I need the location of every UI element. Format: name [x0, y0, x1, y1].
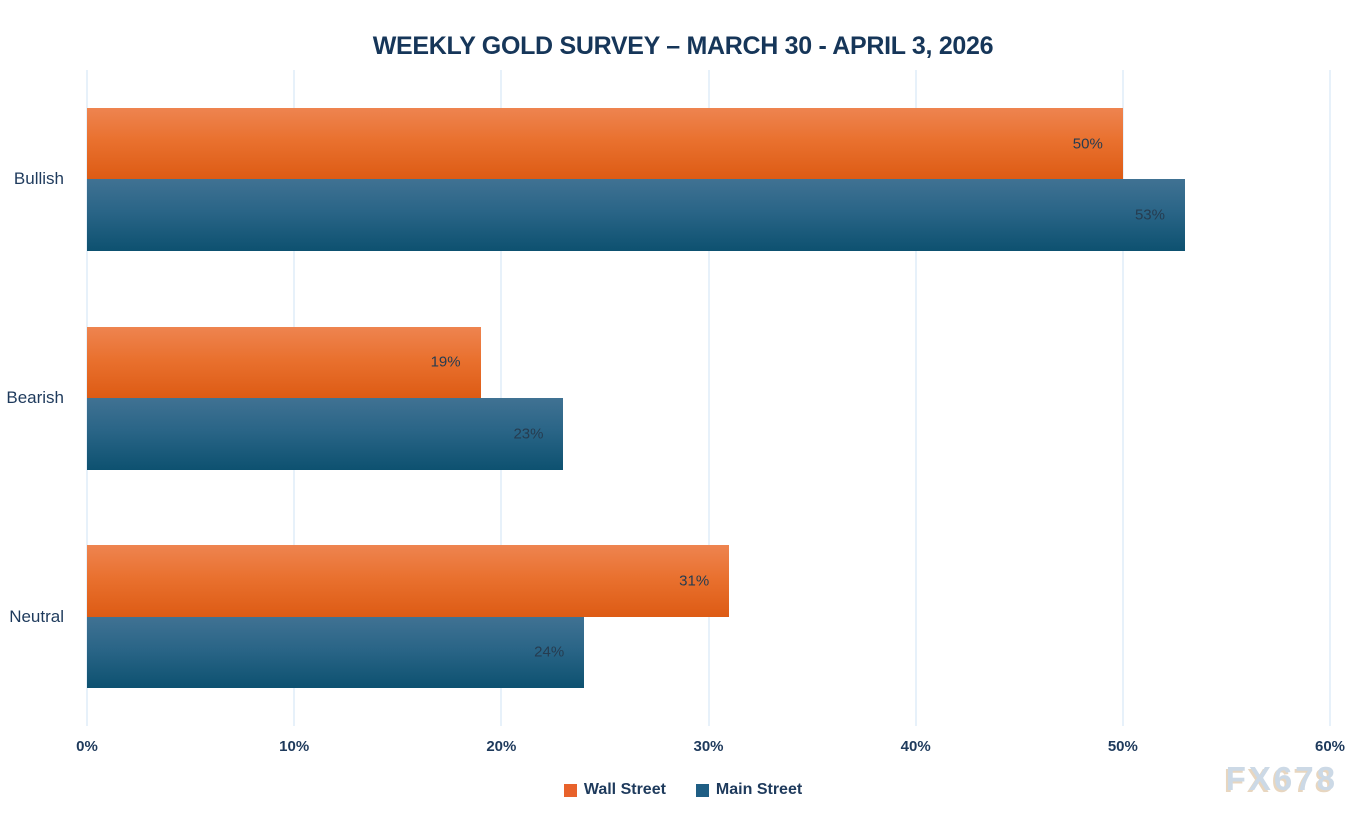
- bar-value-label: 50%: [1072, 135, 1103, 153]
- gridline: [915, 70, 917, 726]
- legend: Wall Street Main Street: [0, 781, 1366, 799]
- x-tick-label: 50%: [1107, 738, 1138, 755]
- legend-swatch-icon: [695, 783, 709, 797]
- legend-swatch-icon: [563, 783, 577, 797]
- x-tick-label: 40%: [900, 738, 931, 755]
- gridline: [1122, 70, 1124, 726]
- x-tick-label: 30%: [693, 738, 724, 755]
- bar-main-street-bullish: 53%: [87, 179, 1185, 251]
- legend-label: Main Street: [715, 781, 803, 798]
- bar-wall-street-bullish: 50%: [87, 107, 1123, 180]
- bar-value-label: 31%: [679, 572, 710, 590]
- bar-value-label: 53%: [1134, 206, 1165, 224]
- bar-wall-street-neutral: 31%: [87, 545, 730, 617]
- category-axis: Bullish Bearish Neutral: [0, 70, 87, 726]
- bar-main-street-bearish: 23%: [87, 398, 564, 470]
- bar-wall-street-bearish: 19%: [87, 326, 481, 398]
- gridline: [1329, 70, 1331, 726]
- gridline: [708, 70, 709, 726]
- category-label-bullish: Bullish: [13, 169, 64, 189]
- x-axis: 0% 10% 20% 30% 40% 50% 60%: [76, 738, 1345, 760]
- legend-item-main-street: Main Street: [695, 781, 803, 799]
- x-tick-label: 10%: [279, 738, 310, 755]
- bar-value-label: 23%: [513, 425, 544, 443]
- legend-item-wall-street: Wall Street: [563, 781, 666, 799]
- x-tick-label: 0%: [76, 738, 98, 755]
- chart-title: WEEKLY GOLD SURVEY – MARCH 30 - APRIL 3,…: [372, 32, 994, 60]
- bar-main-street-neutral: 24%: [87, 616, 585, 689]
- category-label-bearish: Bearish: [6, 388, 64, 407]
- watermark: FX678: [1225, 760, 1338, 797]
- bar-value-label: 19%: [430, 353, 461, 371]
- bar-value-label: 24%: [534, 643, 565, 661]
- x-tick-label: 60%: [1314, 738, 1346, 755]
- plot-area: 50% 53% 19% 23% 31% 24%: [86, 70, 1331, 726]
- x-tick-label: 20%: [486, 738, 517, 755]
- category-label-neutral: Neutral: [9, 606, 64, 626]
- legend-label: Wall Street: [583, 781, 666, 798]
